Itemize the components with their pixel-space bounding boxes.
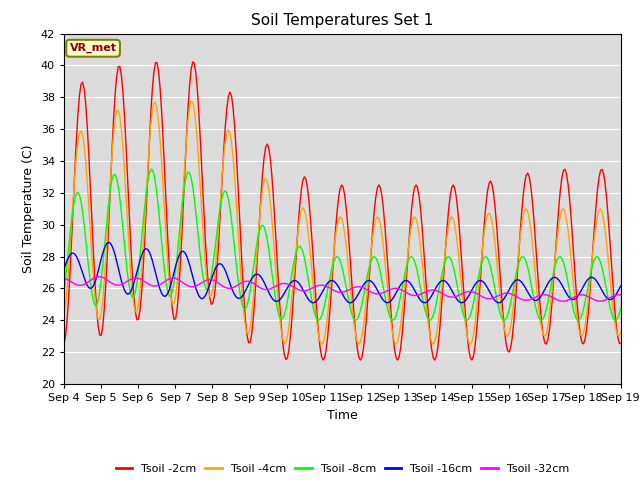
Text: VR_met: VR_met — [70, 43, 116, 53]
Y-axis label: Soil Temperature (C): Soil Temperature (C) — [22, 144, 35, 273]
Title: Soil Temperatures Set 1: Soil Temperatures Set 1 — [252, 13, 433, 28]
Legend: Tsoil -2cm, Tsoil -4cm, Tsoil -8cm, Tsoil -16cm, Tsoil -32cm: Tsoil -2cm, Tsoil -4cm, Tsoil -8cm, Tsoi… — [111, 460, 573, 479]
X-axis label: Time: Time — [327, 408, 358, 421]
